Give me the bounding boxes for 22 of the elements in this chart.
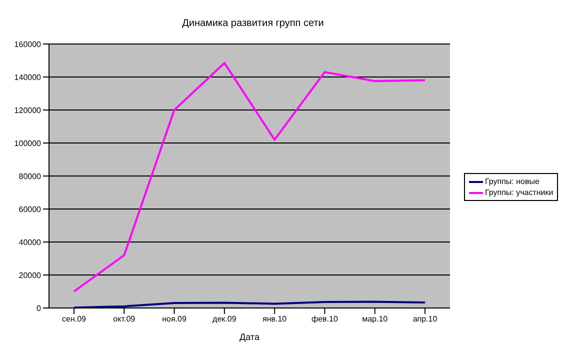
x-tick-label: апр.10 bbox=[412, 314, 438, 324]
legend-label: Группы: новые bbox=[485, 176, 540, 187]
line-series bbox=[73, 62, 426, 292]
y-tick-label: 20000 bbox=[18, 270, 42, 280]
x-tick-label: сен.09 bbox=[62, 314, 87, 324]
x-tick-label: янв.10 bbox=[262, 314, 288, 324]
chart-title: Динамика развития групп сети bbox=[181, 18, 325, 29]
x-tick-label: окт.09 bbox=[113, 314, 136, 324]
legend-label: Группы: участники bbox=[485, 187, 554, 198]
y-tick-label: 60000 bbox=[18, 204, 42, 214]
y-tick-label: 80000 bbox=[18, 172, 42, 181]
x-tick-label: фев.10 bbox=[312, 314, 338, 324]
x-tick-label: мар.10 bbox=[362, 314, 388, 324]
x-tick-label: дек.09 bbox=[212, 314, 237, 324]
y-tick-label: 160000 bbox=[14, 40, 42, 49]
y-tick-label: 140000 bbox=[14, 72, 42, 82]
y-tick-label: 40000 bbox=[18, 238, 42, 247]
y-tick-label: 100000 bbox=[14, 138, 42, 148]
x-axis-title: Дата bbox=[240, 332, 260, 342]
y-tick-label: 0 bbox=[36, 304, 42, 313]
y-tick-label: 120000 bbox=[14, 106, 42, 115]
x-tick-label: ноя.09 bbox=[162, 314, 187, 324]
